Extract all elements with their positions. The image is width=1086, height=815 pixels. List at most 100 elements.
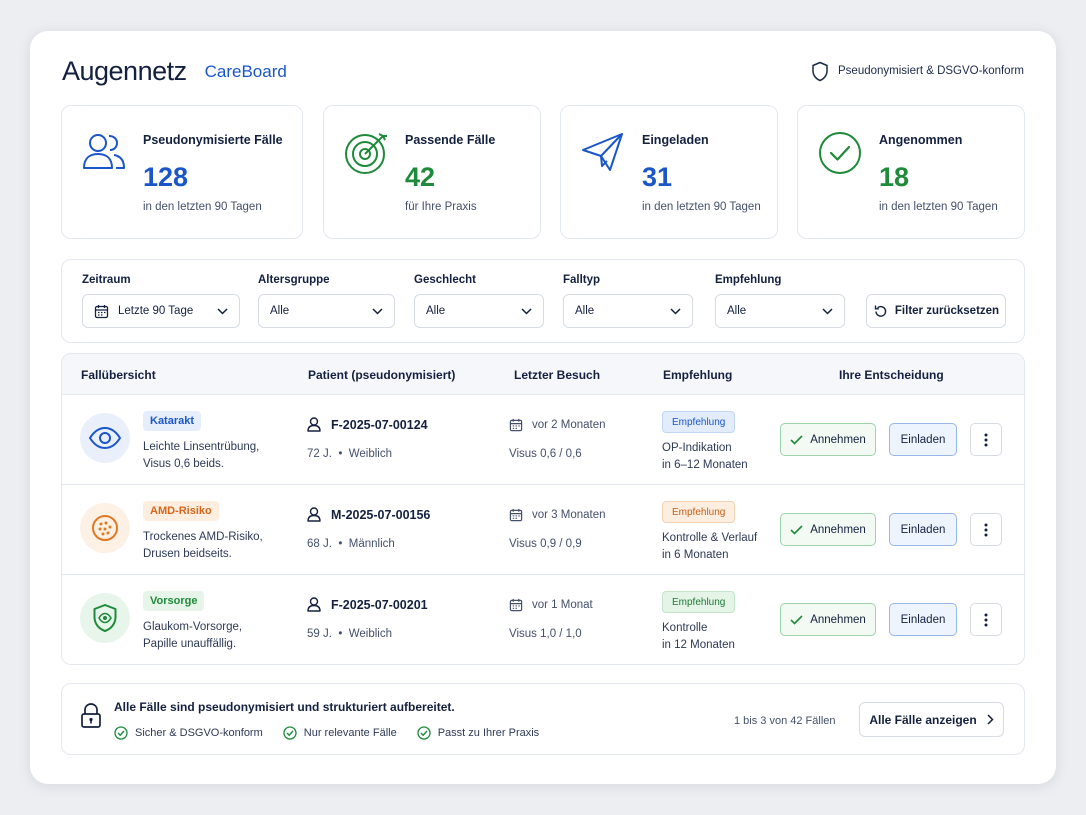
accept-button[interactable]: Annehmen bbox=[780, 513, 876, 546]
check-text: Passt zu Ihrer Praxis bbox=[437, 727, 540, 739]
desc-line: Papille unauffällig. bbox=[143, 638, 237, 650]
rec-line: Kontrolle & Verlauf bbox=[662, 532, 758, 544]
dashboard-card: Augennetz CareBoard Pseudonymisiert & DS… bbox=[30, 31, 1056, 784]
stat-value: 18 bbox=[879, 162, 910, 192]
accept-label: Annehmen bbox=[810, 523, 866, 536]
stat-label: Passende Fälle bbox=[405, 133, 496, 147]
case-description: Glaukom-Vorsorge, Papille unauffällig. bbox=[143, 619, 242, 653]
accept-button[interactable]: Annehmen bbox=[780, 603, 876, 636]
stat-card-pseudonymized: Pseudonymisierte Fälle 128 in den letzte… bbox=[61, 105, 303, 239]
check-circle-icon bbox=[283, 726, 297, 740]
case-table: Fallübersicht Patient (pseudonymisiert) … bbox=[61, 353, 1025, 665]
patient-id-text: M-2025-07-00156 bbox=[331, 507, 431, 522]
desc-line: Glaukom-Vorsorge, bbox=[143, 621, 243, 633]
select-value: Alle bbox=[727, 305, 747, 317]
filter-empfehlung: Empfehlung Alle bbox=[715, 274, 845, 328]
stat-value: 31 bbox=[642, 162, 673, 192]
invite-button[interactable]: Einladen bbox=[889, 513, 957, 546]
select-value: Alle bbox=[270, 305, 290, 317]
patient-id-text: F-2025-07-00124 bbox=[331, 417, 428, 432]
patient-gender: Männlich bbox=[348, 538, 395, 550]
col-decision: Ihre Entscheidung bbox=[839, 368, 944, 382]
show-all-cases-button[interactable]: Alle Fälle anzeigen bbox=[859, 702, 1004, 737]
desc-line: Drusen beidseits. bbox=[143, 548, 232, 560]
check-circle-icon bbox=[819, 132, 861, 174]
check-circle-icon bbox=[114, 726, 128, 740]
check-circle-icon bbox=[417, 726, 431, 740]
header: Augennetz CareBoard Pseudonymisiert & DS… bbox=[62, 55, 1024, 87]
empfehlung-select[interactable]: Alle bbox=[715, 294, 845, 328]
filter-falltyp: Falltyp Alle bbox=[563, 274, 693, 328]
target-icon bbox=[345, 133, 387, 174]
check-text: Sicher & DSGVO-konform bbox=[135, 727, 263, 739]
user-icon bbox=[307, 507, 321, 522]
stat-value: 128 bbox=[143, 162, 189, 192]
more-options-button[interactable] bbox=[970, 423, 1002, 456]
more-options-button[interactable] bbox=[970, 603, 1002, 636]
desc-line: Visus 0,6 beids. bbox=[143, 458, 224, 470]
user-icon bbox=[307, 417, 321, 432]
shield-eye-icon bbox=[93, 604, 117, 632]
stat-label: Angenommen bbox=[879, 133, 963, 147]
patient-age: 72 J. bbox=[307, 448, 332, 460]
invite-button[interactable]: Einladen bbox=[889, 423, 957, 456]
filter-zeitraum: Zeitraum Letzte 90 Tage bbox=[82, 274, 240, 328]
reset-filters-button[interactable]: Filter zurücksetzen bbox=[866, 294, 1006, 328]
rec-line: in 12 Monaten bbox=[662, 639, 735, 651]
check-item: Passt zu Ihrer Praxis bbox=[417, 726, 539, 740]
case-avatar bbox=[80, 503, 130, 553]
calendar-icon bbox=[509, 508, 523, 522]
last-visit-text: vor 1 Monat bbox=[532, 599, 593, 611]
footer-panel: Alle Fälle sind pseudonymisiert und stru… bbox=[61, 683, 1025, 755]
shield-icon bbox=[812, 61, 828, 81]
visus-value: Visus 0,9 / 0,9 bbox=[509, 538, 582, 550]
accept-button[interactable]: Annehmen bbox=[780, 423, 876, 456]
last-visit: vor 3 Monaten bbox=[509, 508, 606, 522]
show-all-label: Alle Fälle anzeigen bbox=[869, 712, 977, 727]
check-item: Nur relevante Fälle bbox=[283, 726, 397, 740]
check-icon bbox=[790, 434, 803, 445]
falltyp-select[interactable]: Alle bbox=[563, 294, 693, 328]
chevron-down-icon bbox=[372, 307, 383, 315]
check-text: Nur relevante Fälle bbox=[303, 727, 397, 739]
stat-label: Pseudonymisierte Fälle bbox=[143, 133, 283, 147]
users-icon bbox=[83, 134, 125, 169]
stat-sub: in den letzten 90 Tagen bbox=[642, 201, 761, 213]
lock-icon bbox=[81, 703, 101, 728]
filter-bar: Zeitraum Letzte 90 Tage Altersgruppe All… bbox=[61, 259, 1025, 343]
rec-line: in 6–12 Monaten bbox=[662, 459, 748, 471]
chevron-down-icon bbox=[521, 307, 532, 315]
filter-geschlecht: Geschlecht Alle bbox=[414, 274, 544, 328]
zeitraum-select[interactable]: Letzte 90 Tage bbox=[82, 294, 240, 328]
stat-card-accepted: Angenommen 18 in den letzten 90 Tagen bbox=[797, 105, 1025, 239]
stat-sub: für Ihre Praxis bbox=[405, 201, 477, 213]
case-tag: Vorsorge bbox=[143, 591, 205, 611]
stat-sub: in den letzten 90 Tagen bbox=[879, 201, 998, 213]
patient-gender: Weiblich bbox=[348, 628, 392, 640]
invite-button[interactable]: Einladen bbox=[889, 603, 957, 636]
recommendation-text: Kontrolle & Verlauf in 6 Monaten bbox=[662, 530, 757, 564]
case-avatar bbox=[80, 413, 130, 463]
desc-line: Trockenes AMD-Risiko, bbox=[143, 531, 263, 543]
eye-icon bbox=[88, 427, 122, 449]
stat-card-invited: Eingeladen 31 in den letzten 90 Tagen bbox=[560, 105, 778, 239]
patient-id: F-2025-07-00201 bbox=[307, 597, 428, 612]
rec-line: OP-Indikation bbox=[662, 442, 732, 454]
col-recommendation: Empfehlung bbox=[663, 368, 733, 382]
patient-id: F-2025-07-00124 bbox=[307, 417, 428, 432]
more-options-button[interactable] bbox=[970, 513, 1002, 546]
last-visit: vor 1 Monat bbox=[509, 598, 593, 612]
recommendation-text: Kontrolle in 12 Monaten bbox=[662, 620, 735, 654]
select-value: Alle bbox=[575, 305, 595, 317]
chevron-down-icon bbox=[217, 307, 228, 315]
altersgruppe-select[interactable]: Alle bbox=[258, 294, 395, 328]
more-vertical-icon bbox=[984, 613, 988, 626]
reset-label: Filter zurücksetzen bbox=[894, 305, 1000, 317]
select-value: Alle bbox=[426, 305, 446, 317]
patient-id: M-2025-07-00156 bbox=[307, 507, 430, 522]
product-name: CareBoard bbox=[204, 62, 287, 81]
footer-title: Alle Fälle sind pseudonymisiert und stru… bbox=[114, 700, 455, 714]
accept-label: Annehmen bbox=[810, 433, 866, 446]
calendar-icon bbox=[94, 304, 109, 318]
geschlecht-select[interactable]: Alle bbox=[414, 294, 544, 328]
